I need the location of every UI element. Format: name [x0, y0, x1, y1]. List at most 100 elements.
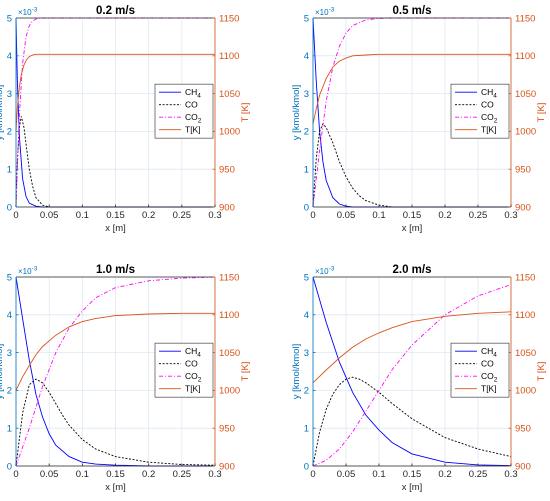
- y-left-tick-label: 5: [304, 13, 309, 24]
- x-axis-label: x [m]: [402, 482, 423, 493]
- legend-label-subscript: 4: [493, 352, 497, 359]
- y-left-tick-label: 2: [304, 386, 309, 397]
- x-axis-label: x [m]: [402, 223, 423, 234]
- y-right-tick-label: 1150: [219, 13, 239, 24]
- series-line-co2: [15, 276, 216, 467]
- series-line-tk: [312, 311, 512, 384]
- y-left-exponent-power: -3: [329, 266, 335, 273]
- y-right-tick-label: 1150: [515, 13, 535, 24]
- y-right-tick-label: 1000: [219, 386, 240, 397]
- legend-label: CO2: [185, 112, 202, 125]
- legend-label: CO: [481, 100, 494, 110]
- y-left-tick-label: 4: [7, 310, 12, 321]
- y-left-exponent: ×10-3: [18, 7, 38, 18]
- y-right-axis-label: T [K]: [536, 103, 547, 123]
- legend-label-subscript: 2: [494, 118, 498, 125]
- y-right-tick-label: 900: [515, 202, 531, 213]
- chart-title: 2.0 m/s: [393, 264, 432, 276]
- y-left-exponent: ×10-3: [18, 266, 38, 277]
- legend-label-subscript: 4: [197, 352, 201, 359]
- y-right-tick-label: 1050: [219, 348, 240, 359]
- y-right-axis-label: T [K]: [536, 362, 547, 382]
- x-tick-label: 0.1: [76, 210, 89, 221]
- x-tick-label: 0.15: [106, 469, 125, 480]
- chart-title: 1.0 m/s: [96, 264, 135, 276]
- x-tick-label: 0.1: [372, 469, 385, 480]
- y-left-exponent-power: -3: [329, 7, 335, 14]
- x-tick-label: 0.2: [438, 210, 451, 221]
- series-line-co: [15, 378, 216, 467]
- y-left-tick-label: 0: [304, 202, 309, 213]
- legend-label: CH4: [481, 346, 497, 359]
- y-left-axis-label: y [kmol/kmol]: [291, 344, 302, 399]
- y-left-tick-label: 0: [7, 202, 12, 213]
- y-right-tick-label: 1050: [219, 89, 240, 100]
- series-line-tk: [15, 53, 215, 132]
- legend-label: T[K]: [185, 384, 201, 394]
- legend-label: CO2: [481, 371, 498, 384]
- y-left-tick-label: 3: [7, 89, 12, 100]
- chart-panel-3: 0 0.05 0.1 0.15 0.2 0.25 0.3 0 1 2 3 4 5 900 950 1000 10…: [0, 264, 251, 493]
- y-right-axis-label: T [K]: [240, 362, 251, 382]
- legend-label-subscript: 2: [494, 377, 498, 384]
- x-axis-label: x [m]: [105, 482, 126, 493]
- x-tick-label: 0.1: [372, 210, 385, 221]
- x-tick-label: 0.15: [106, 210, 125, 221]
- y-left-tick-label: 1: [7, 165, 12, 176]
- y-left-tick-label: 0: [7, 461, 12, 472]
- y-right-tick-label: 1050: [515, 89, 536, 100]
- series-line-ch4: [312, 276, 512, 467]
- y-right-tick-label: 1100: [515, 51, 535, 62]
- y-left-tick-label: 2: [304, 127, 309, 138]
- y-right-tick-label: 950: [515, 424, 531, 435]
- y-left-tick-label: 5: [7, 13, 12, 24]
- chart-panel-1: 0 0.05 0.1 0.15 0.2 0.25 0.3 0 1 2 3 4 5 900 950 1000 10…: [0, 5, 251, 234]
- y-left-tick-label: 3: [304, 89, 309, 100]
- series-line-co: [312, 122, 511, 208]
- y-left-tick-label: 1: [304, 424, 309, 435]
- series-line-co: [312, 376, 512, 467]
- legend-label-subscript: 2: [198, 377, 202, 384]
- x-tick-label: 0.05: [337, 469, 356, 480]
- y-right-tick-label: 1100: [515, 310, 535, 321]
- legend-label: CH4: [481, 87, 497, 100]
- legend-label: CO: [481, 359, 494, 369]
- y-left-tick-label: 4: [7, 51, 12, 62]
- y-left-tick-label: 2: [7, 386, 12, 397]
- y-left-tick-label: 1: [7, 424, 12, 435]
- y-left-exponent: ×10-3: [315, 266, 335, 277]
- x-tick-label: 0.05: [337, 210, 356, 221]
- x-tick-label: 0.25: [469, 469, 488, 480]
- legend-label: CO: [185, 359, 198, 369]
- x-tick-label: 0: [310, 210, 315, 221]
- y-right-tick-label: 1000: [515, 386, 536, 397]
- x-tick-label: 0.3: [504, 210, 517, 221]
- x-tick-label: 0.05: [40, 469, 59, 480]
- x-tick-label: 0.2: [438, 469, 451, 480]
- y-left-tick-label: 5: [304, 272, 309, 283]
- y-right-tick-label: 900: [515, 461, 531, 472]
- x-tick-label: 0.05: [40, 210, 59, 221]
- y-right-tick-label: 1000: [219, 127, 240, 138]
- legend-label-subscript: 2: [198, 118, 202, 125]
- x-tick-label: 0.1: [76, 469, 89, 480]
- y-right-tick-label: 950: [515, 165, 531, 176]
- legend-label: CO2: [481, 112, 498, 125]
- legend-label: T[K]: [481, 125, 497, 135]
- legend-box: [450, 83, 510, 139]
- y-left-tick-label: 4: [304, 51, 309, 62]
- x-tick-label: 0.2: [142, 469, 155, 480]
- legend-label: CH4: [185, 87, 201, 100]
- y-left-exponent: ×10-3: [315, 7, 335, 18]
- legend-label: CO2: [185, 371, 202, 384]
- x-axis-label: x [m]: [105, 223, 126, 234]
- y-left-axis-label: y [kmol/kmol]: [0, 85, 5, 140]
- series-line-tk: [15, 312, 215, 391]
- y-left-tick-label: 2: [7, 127, 12, 138]
- y-right-tick-label: 1150: [219, 272, 239, 283]
- x-tick-label: 0.25: [173, 469, 192, 480]
- x-tick-label: 0.3: [208, 210, 221, 221]
